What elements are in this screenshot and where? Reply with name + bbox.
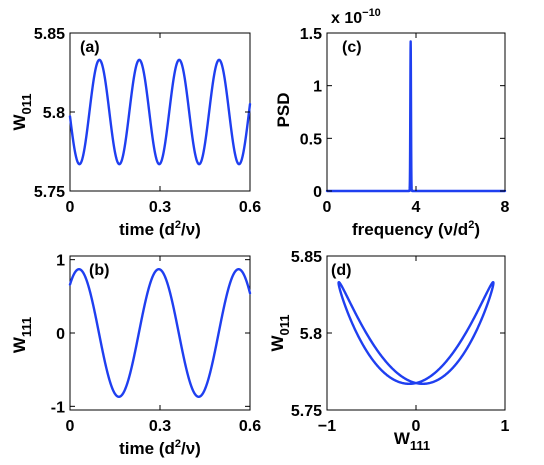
panel-d-y-tick-label: 5.85 <box>291 249 322 266</box>
panel-a-x-tick-label: 0 <box>66 199 75 216</box>
panel-b-label: (b) <box>89 262 109 279</box>
panel-b-y-tick-label: 1 <box>56 253 65 270</box>
panel-d-y-tick-label: 5.75 <box>291 403 322 420</box>
panel-b-frame <box>69 255 251 411</box>
panel-c-frame <box>326 32 506 192</box>
panel-d-x-tick-label: 0 <box>412 418 421 435</box>
panel-c-label: (c) <box>342 39 362 56</box>
panel-c-x-tick-label: 0 <box>323 199 332 216</box>
panel-b-series-line <box>68 268 252 398</box>
panel-d-x-tick-label: −1 <box>318 418 336 435</box>
panel-a-x-axis-label: time (d2/ν) <box>119 219 201 239</box>
panel-c-y-axis-label: PSD <box>274 93 293 128</box>
panel-d-label: (d) <box>331 262 351 279</box>
panel-d-frame <box>326 255 506 411</box>
panel-c-series-line <box>325 40 507 193</box>
panel-a-y-axis-label: W011 <box>10 93 34 130</box>
panel-b: (b) 0 0.3 0.6-101 time (d2/ν) W111 <box>10 253 261 458</box>
panel-d-series-line <box>337 280 495 386</box>
panel-d-x-tick-label: 1 <box>501 418 510 435</box>
panel-a-series-line <box>68 58 252 166</box>
panel-c-y-tick-label: 1 <box>313 79 322 96</box>
panel-b-y-axis-label: W111 <box>10 317 34 353</box>
panel-c-x-tick-label: 4 <box>412 199 421 216</box>
panel-a-label: (a) <box>80 39 100 56</box>
panel-b-x-axis-label: time (d2/ν) <box>119 438 201 458</box>
panel-a-x-tick-label: 0.6 <box>239 199 261 216</box>
panel-c-y-tick-label: 0 <box>313 184 322 201</box>
panel-c-multiplier: x 10−10 <box>331 7 381 27</box>
panel-a-frame <box>69 32 251 192</box>
panel-d-y-tick-label: 5.8 <box>300 326 322 343</box>
panel-b-x-tick-label: 0.6 <box>239 418 261 435</box>
panel-b-x-tick-label: 0.3 <box>149 418 171 435</box>
panel-c-y-tick-label: 0.5 <box>300 131 322 148</box>
panel-a: (a) 0 0.3 0.6 5.75 5.8 5.85 time (d2/ν) W011 <box>10 26 261 239</box>
panel-d-x-axis-label: W111 <box>394 429 430 453</box>
panel-b-y-tick-label: -1 <box>51 399 65 416</box>
panel-d: (d) −1 0 1 5.75 5.8 5.85 W111 W011 <box>268 249 510 453</box>
panel-c: (c) 0 4 8 0 0.5 1 1.5 frequency (ν/d2) PSD x 1… <box>274 7 510 239</box>
panel-d-y-axis-label: W011 <box>268 314 292 351</box>
panel-b-x-tick-label: 0 <box>66 418 75 435</box>
panel-a-y-tick-label: 5.75 <box>34 184 65 201</box>
panel-c-y-tick-label: 1.5 <box>300 26 322 43</box>
panel-a-y-tick-label: 5.8 <box>43 105 65 122</box>
panel-a-x-tick-label: 0.3 <box>149 199 171 216</box>
panel-c-x-axis-label: frequency (ν/d2) <box>352 219 480 239</box>
panel-b-y-tick-label: 0 <box>56 326 65 343</box>
panel-c-x-tick-label: 8 <box>501 199 510 216</box>
panel-a-y-tick-label: 5.85 <box>34 26 65 43</box>
